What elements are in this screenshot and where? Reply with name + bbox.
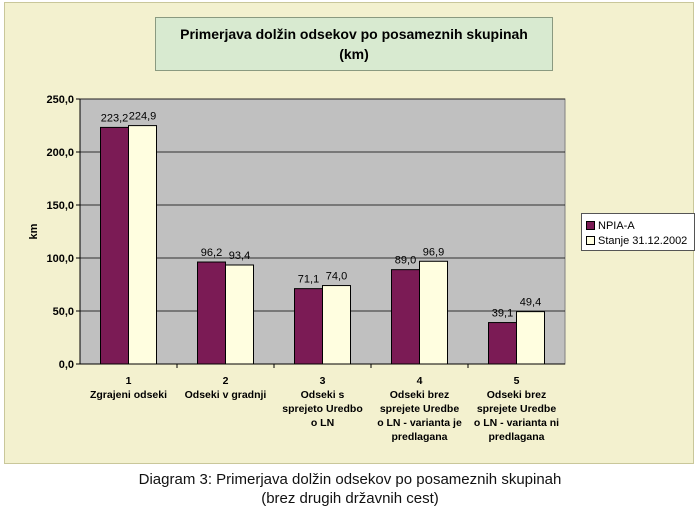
bar-1 [100,126,129,365]
chart-legend: NPIA-A Stanje 31.12.2002 [581,213,695,251]
bar-chart: 0,0 50,0 100,0 150,0 200,0 250,0 km 223,2 224,9 1… [28,94,566,443]
bar-2 [419,260,448,365]
x-tick-label: Odseki v gradnji [185,389,267,401]
x-tick-label: Odseki brez [390,389,450,401]
legend-swatch-series1 [586,221,595,230]
chart-title-line2: (km) [339,46,369,62]
y-tick-label: 150,0 [46,200,74,212]
x-tick-label: Zgrajeni odseki [90,389,167,401]
data-label: 96,2 [201,247,222,259]
bar-1 [488,322,517,365]
data-label: 93,4 [229,250,250,262]
x-tick-label: predlagana [488,431,544,443]
caption-line1: Diagram 3: Primerjava dolžin odsekov po … [138,471,562,488]
x-tick-label: sprejete Uredbe [477,403,557,415]
chart-title-box: Primerjava dolžin odsekov po posameznih … [155,17,553,71]
x-tick-label: o LN - varianta je [377,417,462,429]
x-tick-label: 1 [126,375,132,387]
x-tick-label: Odseki brez [487,389,547,401]
y-axis-label: km [28,223,40,239]
data-label: 71,1 [298,274,319,286]
caption-line2: (brez drugih državnih cest) [261,490,439,507]
bar-1 [294,288,323,365]
x-tick-label: Odseki s [301,389,345,401]
bar-1 [391,269,420,365]
data-label: 49,4 [520,297,541,309]
y-tick-label: 50,0 [53,306,74,318]
x-tick-label: sprejete Uredbe [380,403,460,415]
legend-item-series1: NPIA-A [586,218,694,233]
y-tick-label: 100,0 [46,253,74,265]
x-tick-label: 5 [514,375,520,387]
x-tick-label: sprejeto Uredbo [282,403,363,415]
data-label: 224,9 [129,111,157,123]
bar-2 [516,311,545,365]
x-tick-label: predlagana [391,431,447,443]
data-label: 74,0 [326,271,347,283]
data-label: 96,9 [423,246,444,258]
data-label: 223,2 [101,112,129,124]
legend-label-series1: NPIA-A [598,219,635,232]
x-tick-label: o LN [311,417,334,429]
x-tick-label: 3 [320,375,326,387]
legend-label-series2: Stanje 31.12.2002 [598,234,688,247]
legend-item-series2: Stanje 31.12.2002 [586,233,694,248]
x-tick-label: 2 [223,375,229,387]
bar-1 [197,261,226,365]
x-tick-label: o LN - varianta ni [474,417,559,429]
chart-frame: Primerjava dolžin odsekov po posameznih … [4,2,695,464]
chart-title-line1: Primerjava dolžin odsekov po posameznih … [180,26,528,42]
legend-swatch-series2 [586,236,595,245]
data-label: 89,0 [395,255,416,267]
bar-2 [225,264,254,365]
bar-2 [322,285,351,365]
bar-2 [128,125,157,365]
y-tick-label: 250,0 [46,94,74,106]
x-tick-label: 4 [417,375,423,387]
data-label: 39,1 [492,308,513,320]
y-tick-label: 0,0 [59,359,74,371]
y-tick-label: 200,0 [46,147,74,159]
figure-caption: Diagram 3: Primerjava dolžin odsekov po … [0,470,700,508]
